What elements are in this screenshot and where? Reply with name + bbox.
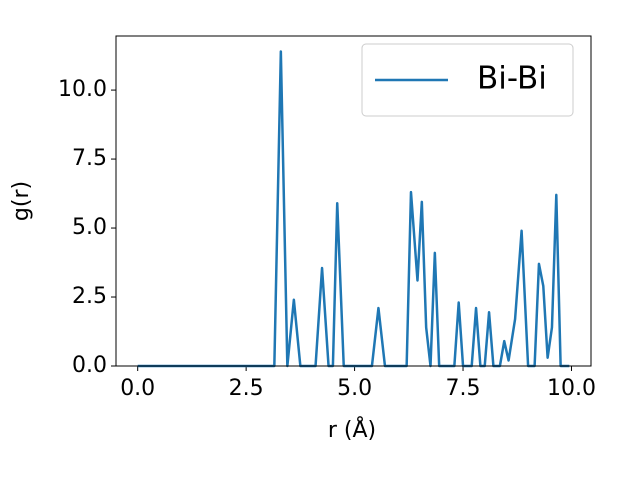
x-tick-label: 0.0 xyxy=(120,376,155,401)
y-tick-label: 7.5 xyxy=(72,146,107,171)
legend-label: Bi-Bi xyxy=(477,61,547,97)
x-tick-label: 7.5 xyxy=(446,376,481,401)
y-tick-label: 0.0 xyxy=(72,353,107,378)
x-axis-label: r (Å) xyxy=(328,416,376,443)
x-tick-label: 5.0 xyxy=(337,376,372,401)
plot-frame xyxy=(115,35,592,367)
y-axis-label: g(r) xyxy=(9,181,34,221)
y-tick-label: 2.5 xyxy=(72,284,107,309)
x-tick-label: 2.5 xyxy=(229,376,264,401)
y-tick-label: 5.0 xyxy=(72,215,107,240)
legend-box xyxy=(361,43,574,117)
y-tick-label: 10.0 xyxy=(58,77,107,102)
x-tick-label: 10.0 xyxy=(547,376,596,401)
